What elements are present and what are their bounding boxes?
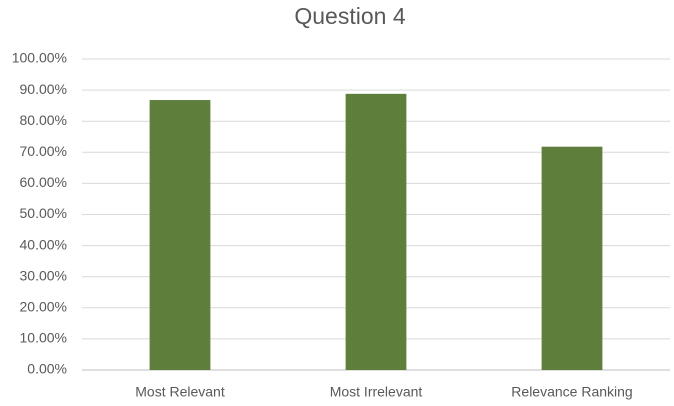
y-tick-label: 70.00% bbox=[20, 143, 67, 159]
y-tick-label: 0.00% bbox=[27, 361, 67, 377]
y-tick-label: 60.00% bbox=[20, 174, 67, 190]
x-tick-label: Most Irrelevant bbox=[330, 384, 423, 400]
x-tick-label: Most Relevant bbox=[135, 384, 225, 400]
y-tick-label: 80.00% bbox=[20, 112, 67, 128]
y-tick-label: 100.00% bbox=[12, 50, 67, 66]
y-tick-label: 30.00% bbox=[20, 267, 67, 283]
bar bbox=[149, 100, 211, 370]
y-tick-label: 40.00% bbox=[20, 236, 67, 252]
bar bbox=[541, 146, 603, 370]
chart-title: Question 4 bbox=[294, 3, 405, 29]
x-tick-label: Relevance Ranking bbox=[511, 384, 632, 400]
y-tick-label: 20.00% bbox=[20, 299, 67, 315]
y-tick-label: 10.00% bbox=[20, 330, 67, 346]
y-tick-label: 50.00% bbox=[20, 205, 67, 221]
bar bbox=[345, 93, 407, 370]
y-tick-label: 90.00% bbox=[20, 81, 67, 97]
